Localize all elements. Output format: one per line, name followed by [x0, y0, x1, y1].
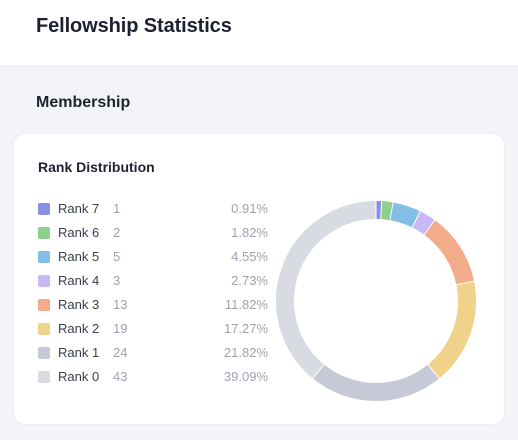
rank-label: Rank 1	[58, 345, 100, 360]
rank-label: Rank 7	[58, 201, 100, 216]
donut-slice-rank-1	[312, 364, 440, 401]
page-header: Fellowship Statistics	[0, 0, 518, 67]
rank-percent: 2.73%	[231, 273, 268, 288]
legend-row-rank-0: Rank 0 43 39.09%	[38, 365, 268, 389]
donut-separator	[380, 201, 383, 220]
rank-label: Rank 5	[58, 249, 100, 264]
donut-separator	[389, 202, 394, 221]
legend-row-rank-5: Rank 5 5 4.55%	[38, 245, 268, 269]
donut-separator	[423, 219, 436, 235]
rank-percent: 17.27%	[223, 321, 268, 336]
legend-row-rank-6: Rank 6 2 1.82%	[38, 221, 268, 245]
rank-count: 24	[113, 345, 128, 360]
donut-slice-rank-5	[389, 202, 421, 228]
rank-label: Rank 3	[58, 297, 100, 312]
rank-percent: 0.91%	[231, 201, 268, 216]
donut-slice-rank-0	[276, 201, 377, 379]
rank-label: Rank 6	[58, 225, 100, 240]
legend-swatch	[38, 347, 50, 359]
rank-donut-chart	[276, 201, 476, 401]
legend-swatch	[38, 275, 50, 287]
legend-row-rank-7: Rank 7 1 0.91%	[38, 197, 268, 221]
rank-count: 5	[113, 249, 121, 264]
rank-label: Rank 0	[58, 369, 100, 384]
rank-label: Rank 2	[58, 321, 100, 336]
rank-label: Rank 4	[58, 273, 100, 288]
rank-distribution-card: Rank Distribution Rank 7 1 0.91% Rank 6 …	[13, 133, 505, 425]
donut-slice-rank-4	[412, 211, 435, 235]
rank-count: 2	[113, 225, 121, 240]
rank-count: 19	[113, 321, 128, 336]
rank-percent: 21.82%	[223, 345, 268, 360]
section-title-membership: Membership	[36, 94, 131, 111]
rank-count: 3	[113, 273, 121, 288]
rank-percent: 11.82%	[224, 297, 268, 312]
legend-row-rank-4: Rank 4 3 2.73%	[38, 269, 268, 293]
rank-count: 13	[113, 297, 128, 312]
legend-row-rank-1: Rank 1 24 21.82%	[38, 341, 268, 365]
rank-percent: 1.82%	[231, 225, 268, 240]
legend-swatch	[38, 251, 50, 263]
rank-legend: Rank 7 1 0.91% Rank 6 2 1.82% Rank 5 5 4…	[38, 197, 268, 389]
donut-slice-rank-6	[380, 201, 394, 221]
page-title: Fellowship Statistics	[36, 15, 232, 37]
rank-count: 1	[113, 201, 121, 216]
rank-percent: 39.09%	[223, 369, 268, 384]
legend-swatch	[38, 227, 50, 239]
donut-separator	[312, 364, 325, 379]
legend-swatch	[38, 203, 50, 215]
card-title: Rank Distribution	[38, 159, 155, 175]
legend-row-rank-3: Rank 3 13 11.82%	[38, 293, 268, 317]
legend-swatch	[38, 323, 50, 335]
donut-separator	[427, 364, 440, 379]
donut-separator	[411, 211, 421, 228]
legend-swatch	[38, 371, 50, 383]
donut-slice-rank-3	[423, 220, 475, 286]
rank-count: 43	[113, 369, 128, 384]
legend-row-rank-2: Rank 2 19 17.27%	[38, 317, 268, 341]
legend-swatch	[38, 299, 50, 311]
rank-percent: 4.55%	[231, 249, 268, 264]
donut-slice-rank-2	[427, 281, 476, 379]
donut-separator	[456, 280, 475, 286]
